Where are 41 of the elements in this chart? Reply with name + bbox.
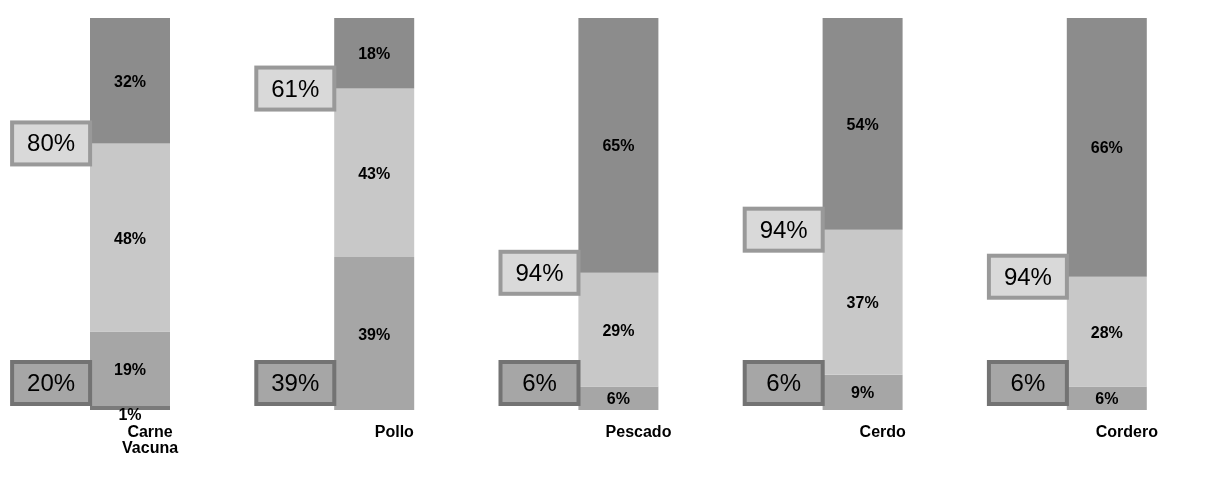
data-label: 39% — [358, 325, 391, 343]
annotation: 20% — [27, 369, 76, 396]
bar — [578, 18, 659, 273]
bar — [90, 143, 170, 332]
x-tick-label: Cerdo — [859, 423, 907, 441]
bar — [1066, 276, 1147, 387]
data-label: 43% — [358, 164, 391, 182]
x-tick-label: Carne Vacuna — [122, 423, 179, 457]
bar — [578, 272, 659, 387]
x-tick-label: Pollo — [374, 423, 415, 441]
annotation: 6% — [766, 369, 802, 396]
bar — [90, 18, 170, 144]
x-tick-label: Pescado — [605, 423, 672, 441]
data-label: 9% — [851, 384, 875, 402]
data-label: 66% — [1090, 139, 1123, 157]
bar — [822, 18, 903, 230]
data-label: 29% — [602, 321, 635, 339]
data-label: 6% — [1095, 390, 1119, 408]
annotation: 6% — [1010, 369, 1046, 396]
data-label: 18% — [358, 45, 391, 63]
annotation: 94% — [759, 215, 808, 243]
x-tick-label: Cordero — [1095, 423, 1159, 441]
data-label: 19% — [113, 360, 147, 378]
annotation: 94% — [1003, 262, 1052, 290]
bar — [334, 18, 415, 89]
data-label: 54% — [846, 115, 879, 133]
annotation: 61% — [271, 74, 320, 102]
annotation: 94% — [515, 258, 564, 286]
data-label: 65% — [602, 137, 635, 155]
data-label: 32% — [113, 72, 147, 90]
data-label: 6% — [606, 390, 630, 408]
data-label: 48% — [113, 229, 147, 247]
bar — [822, 229, 903, 375]
data-label: 28% — [1090, 323, 1123, 341]
bar — [1066, 18, 1147, 277]
annotation: 39% — [271, 369, 320, 396]
annotation: 80% — [27, 129, 76, 157]
data-label: 1% — [118, 406, 142, 424]
annotation: 6% — [522, 369, 557, 396]
data-label: 37% — [846, 294, 879, 312]
bar — [334, 88, 415, 258]
